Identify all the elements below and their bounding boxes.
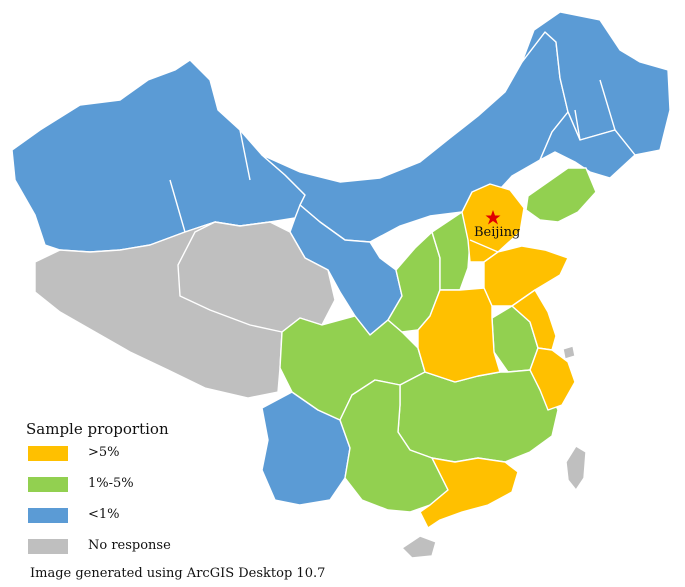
province-boundary-lines [169, 79, 616, 253]
region-shanghai [562, 345, 576, 360]
legend-item-medium: 1%-5% [24, 475, 224, 506]
legend: Sample proportion >5% 1%-5% <1% No respo… [24, 420, 224, 568]
region-jiangsu [511, 289, 557, 351]
legend-label-none: No response [88, 538, 171, 553]
region-hunan-jiangxi-fujian [397, 369, 559, 463]
legend-swatch-medium [28, 477, 68, 492]
legend-title: Sample proportion [26, 420, 169, 438]
region-guangdong [419, 457, 519, 529]
legend-item-none: No response [24, 537, 224, 568]
region-hainan [401, 535, 437, 559]
legend-item-high: >5% [24, 444, 224, 475]
beijing-label: Beijing [474, 225, 521, 240]
legend-label-low: <1% [88, 507, 120, 522]
region-zhejiang [529, 347, 576, 411]
legend-swatch-high [28, 446, 68, 461]
region-qinghai [177, 221, 336, 333]
beijing-star-icon [485, 210, 501, 225]
region-jilin-liaoning [539, 111, 636, 179]
region-taiwan [565, 445, 587, 491]
caption: Image generated using ArcGIS Desktop 10.… [30, 566, 326, 581]
legend-label-medium: 1%-5% [88, 476, 134, 491]
region-henan-hubei [417, 287, 501, 383]
legend-label-high: >5% [88, 445, 120, 460]
region-liaoning [525, 167, 597, 223]
legend-item-low: <1% [24, 506, 224, 537]
region-heilongjiang [521, 11, 671, 156]
legend-swatch-none [28, 539, 68, 554]
legend-swatch-low [28, 508, 68, 523]
